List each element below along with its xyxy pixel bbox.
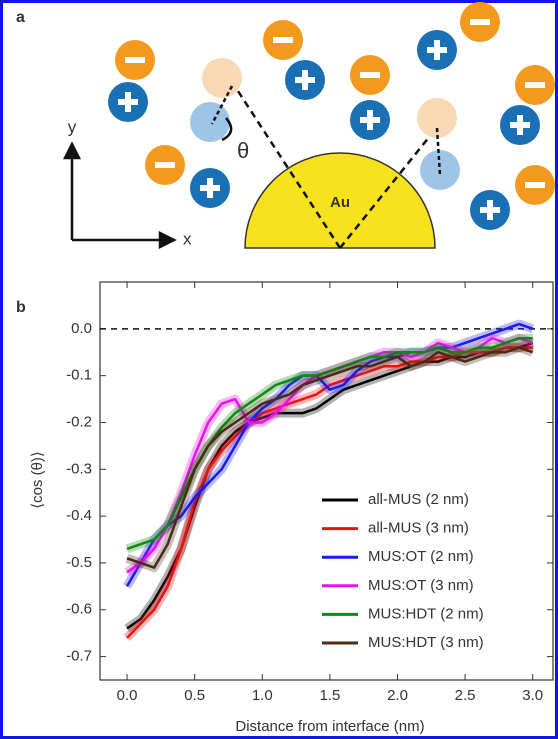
plus-sign xyxy=(487,200,493,220)
x-tick-label: 2.5 xyxy=(455,687,476,704)
y-tick-label: -0.5 xyxy=(66,554,92,571)
plus-sign xyxy=(207,178,213,198)
y-tick-label: -0.3 xyxy=(66,460,92,477)
panel-label: b xyxy=(16,299,26,316)
vectors xyxy=(234,87,439,249)
panel-a: a Au θ y x xyxy=(16,2,555,250)
minus-sign xyxy=(155,162,175,168)
legend-label: MUS:HDT (3 nm) xyxy=(368,634,484,651)
y-tick-label: -0.4 xyxy=(66,507,92,524)
minus-sign xyxy=(273,37,293,43)
legend-label: MUS:HDT (2 nm) xyxy=(368,605,484,622)
axes-arrows xyxy=(62,141,177,250)
plus-sign xyxy=(517,115,523,135)
x-axis-title: Distance from interface (nm) xyxy=(235,718,424,735)
plus-sign xyxy=(125,92,131,112)
minus-sign xyxy=(125,57,145,63)
legend-label: MUS:OT (3 nm) xyxy=(368,577,474,594)
x-tick-label: 2.0 xyxy=(387,687,408,704)
angle-label: θ xyxy=(237,138,249,163)
y-tick-label: -0.7 xyxy=(66,648,92,665)
minus-sign xyxy=(360,72,380,78)
series-line xyxy=(126,346,534,569)
core-label: Au xyxy=(330,194,350,211)
x-axis-label: x xyxy=(183,229,192,248)
x-tick-label: 0.5 xyxy=(184,687,205,704)
y-axis-title: ⟨cos (θ)⟩ xyxy=(29,451,46,509)
dipoles xyxy=(210,85,442,176)
pale-ions xyxy=(190,58,460,190)
plus-sign xyxy=(302,70,308,90)
ions xyxy=(108,2,555,230)
y-axis-label: y xyxy=(68,117,77,136)
minus-sign xyxy=(525,82,545,88)
x-tick-label: 3.0 xyxy=(522,687,543,704)
x-tick-label: 1.0 xyxy=(252,687,273,704)
minus-sign xyxy=(470,19,490,25)
y-tick-label: -0.2 xyxy=(66,413,92,430)
y-tick-label: 0.0 xyxy=(71,320,92,337)
legend-label: all-MUS (3 nm) xyxy=(368,520,469,537)
legend-label: all-MUS (2 nm) xyxy=(368,491,469,508)
x-tick-label: 1.5 xyxy=(319,687,340,704)
plot-frame xyxy=(99,281,554,681)
y-tick-label: -0.1 xyxy=(66,367,92,384)
series-line xyxy=(125,322,534,588)
panel-label: a xyxy=(16,9,25,26)
plus-sign xyxy=(367,110,373,130)
plus-sign xyxy=(434,40,440,60)
series-line xyxy=(126,341,534,630)
y-tick-label: -0.6 xyxy=(66,601,92,618)
minus-sign xyxy=(525,182,545,188)
legend-label: MUS:OT (2 nm) xyxy=(368,548,474,565)
x-tick-label: 0.0 xyxy=(117,687,138,704)
